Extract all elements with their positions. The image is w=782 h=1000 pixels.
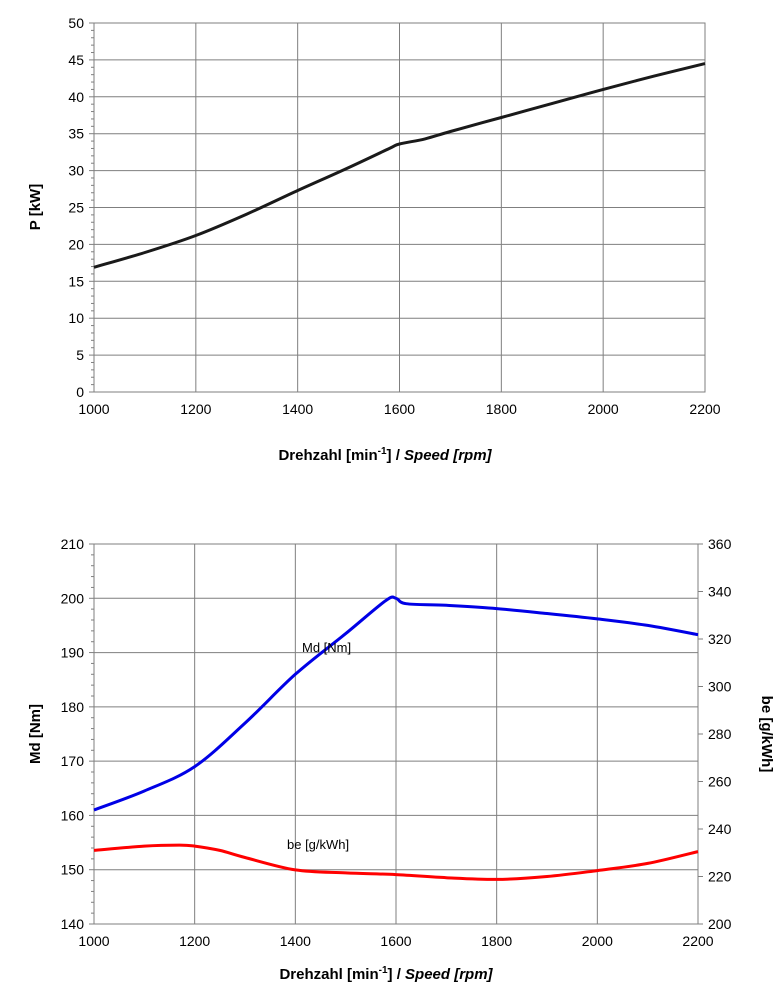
power-chart-tick-labels: 1000 1200 1400 1600 1800 2000 2200 0 5 10 15 20 25 30… — [68, 15, 720, 417]
torque-chart-tick-labels: 1000 1200 1400 1600 1800 2000 2200 140 150 160 170… — [61, 536, 732, 949]
torque-y2-tick-label: 360 — [708, 536, 732, 552]
torque-y-tick-label: 150 — [61, 862, 85, 878]
power-x-axis-title-close: ] / — [387, 447, 405, 464]
power-y-axis-title: P [kW] — [27, 184, 44, 230]
torque-y-tick-label: 140 — [61, 916, 85, 932]
torque-curve-line — [93, 595, 699, 812]
consumption-curve-line — [93, 843, 699, 881]
torque-y-tick-label: 160 — [61, 807, 85, 823]
torque-x-tick-label: 1200 — [179, 933, 210, 949]
torque-series-label: Md [Nm] — [302, 640, 351, 655]
torque-y-tick-label: 180 — [61, 699, 85, 715]
torque-chart-plot-area — [93, 543, 699, 925]
torque-x-tick-label: 2200 — [682, 933, 713, 949]
consumption-series-label: be [g/kWh] — [287, 837, 349, 852]
power-y-tick-label: 35 — [68, 126, 84, 142]
power-y-tick-label: 30 — [68, 163, 84, 179]
torque-x-axis-title-close: ] / — [388, 966, 406, 983]
torque-x-axis-title: Drehzahl [min-1] / Speed [rpm] — [279, 965, 493, 983]
power-y-tick-label: 50 — [68, 15, 84, 31]
power-y-tick-label: 20 — [68, 236, 84, 252]
torque-y-tick-label: 190 — [61, 645, 85, 661]
torque-x-axis-title-main: Drehzahl [min — [279, 966, 378, 983]
power-x-tick-label: 1400 — [282, 401, 313, 417]
torque-x-axis-title-italic: Speed [rpm] — [405, 966, 494, 983]
torque-y2-tick-label: 280 — [708, 726, 732, 742]
torque-y2-tick-label: 260 — [708, 774, 732, 790]
power-chart: 1000 1200 1400 1600 1800 2000 2200 0 5 10 15 20 25 30… — [27, 15, 721, 464]
torque-x-axis-title-sup: -1 — [379, 965, 388, 976]
power-x-axis-title-sup: -1 — [378, 446, 387, 457]
torque-y-tick-label: 210 — [61, 536, 85, 552]
torque-x-tick-label: 1600 — [380, 933, 411, 949]
torque-x-tick-label: 1800 — [481, 933, 512, 949]
torque-x-tick-label: 1400 — [280, 933, 311, 949]
power-y-tick-label: 0 — [76, 384, 84, 400]
torque-consumption-chart: 1000 1200 1400 1600 1800 2000 2200 140 150 160 170… — [27, 536, 775, 983]
power-x-tick-label: 2200 — [689, 401, 720, 417]
torque-chart-grid — [89, 543, 703, 925]
power-chart-plot-area — [93, 22, 706, 393]
torque-y2-tick-label: 320 — [708, 631, 732, 647]
torque-y2-tick-label: 340 — [708, 584, 732, 600]
power-x-tick-label: 1800 — [486, 401, 517, 417]
power-y-tick-label: 10 — [68, 310, 84, 326]
power-y-tick-label: 45 — [68, 52, 84, 68]
power-y-tick-label: 25 — [68, 200, 84, 216]
power-y-tick-label: 5 — [76, 347, 84, 363]
power-x-tick-label: 2000 — [588, 401, 619, 417]
power-curve-line — [93, 62, 706, 269]
power-y-tick-label: 40 — [68, 89, 84, 105]
power-x-axis-title: Drehzahl [min-1] / Speed [rpm] — [278, 446, 492, 464]
power-x-axis-title-main: Drehzahl [min — [278, 447, 377, 464]
power-x-tick-label: 1600 — [384, 401, 415, 417]
torque-y-tick-label: 170 — [61, 753, 85, 769]
power-chart-grid — [89, 22, 706, 393]
torque-y2-tick-label: 240 — [708, 821, 732, 837]
torque-y-tick-label: 200 — [61, 590, 85, 606]
torque-y2-tick-label: 200 — [708, 916, 732, 932]
torque-y2-tick-label: 300 — [708, 679, 732, 695]
power-x-tick-label: 1000 — [78, 401, 109, 417]
consumption-y-axis-title: be [g/kWh] — [758, 696, 775, 773]
torque-x-tick-label: 1000 — [78, 933, 109, 949]
power-x-tick-label: 1200 — [180, 401, 211, 417]
power-y-tick-label: 15 — [68, 273, 84, 289]
torque-y2-tick-label: 220 — [708, 869, 732, 885]
power-x-axis-title-italic: Speed [rpm] — [404, 447, 493, 464]
torque-x-tick-label: 2000 — [582, 933, 613, 949]
torque-y-axis-title: Md [Nm] — [27, 704, 44, 764]
